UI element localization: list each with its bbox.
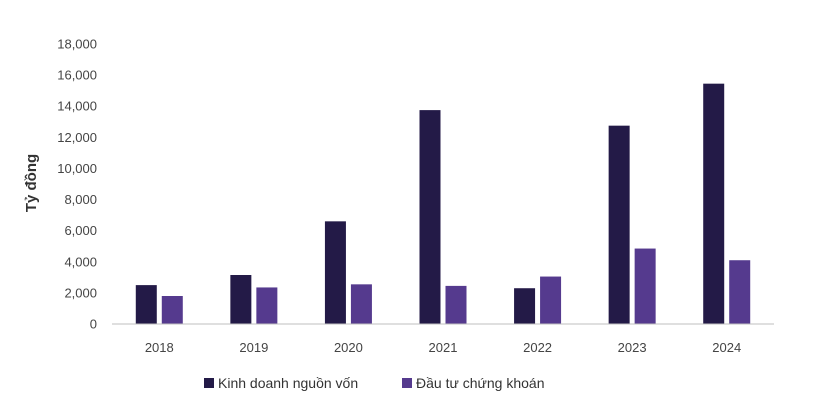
legend-swatch-kinh-doanh-nguon-von	[204, 378, 214, 388]
y-tick-label: 16,000	[57, 68, 97, 83]
y-tick-label: 0	[90, 317, 97, 332]
bar-kinh-doanh-nguon-von-2024	[703, 83, 725, 325]
x-tick-label: 2022	[523, 340, 552, 355]
bar-dau-tu-chung-khoan-2018	[161, 296, 183, 324]
bar-kinh-doanh-nguon-von-2020	[324, 221, 346, 324]
bar-dau-tu-chung-khoan-2019	[256, 287, 278, 324]
y-axis-tick-labels: 0 2,000 4,000 6,000 8,000 10,000 12,000 14,000 1…	[57, 37, 97, 332]
y-tick-label: 12,000	[57, 130, 97, 145]
y-tick-label: 14,000	[57, 99, 97, 114]
x-tick-label: 2018	[145, 340, 174, 355]
y-tick-label: 8,000	[64, 192, 97, 207]
bar-kinh-doanh-nguon-von-2023	[608, 125, 630, 325]
bar-kinh-doanh-nguon-von-2018	[135, 285, 157, 324]
bar-dau-tu-chung-khoan-2024	[729, 260, 751, 324]
y-tick-label: 18,000	[57, 37, 97, 52]
bar-dau-tu-chung-khoan-2023	[634, 248, 656, 324]
y-axis-title: Tỷ đồng	[23, 154, 40, 212]
x-tick-label: 2020	[334, 340, 363, 355]
legend-label-kinh-doanh-nguon-von: Kinh doanh nguồn vốn	[218, 375, 358, 391]
x-tick-label: 2021	[429, 340, 458, 355]
bars	[135, 83, 751, 325]
legend-label-dau-tu-chung-khoan: Đầu tư chứng khoán	[416, 375, 545, 391]
bar-kinh-doanh-nguon-von-2021	[419, 110, 441, 324]
x-tick-label: 2023	[618, 340, 647, 355]
bar-dau-tu-chung-khoan-2022	[540, 276, 562, 324]
y-tick-label: 10,000	[57, 161, 97, 176]
x-tick-label: 2024	[712, 340, 741, 355]
y-tick-label: 4,000	[64, 254, 97, 269]
bar-kinh-doanh-nguon-von-2022	[514, 288, 536, 324]
y-tick-label: 2,000	[64, 285, 97, 300]
x-tick-label: 2019	[239, 340, 268, 355]
bar-kinh-doanh-nguon-von-2019	[230, 275, 252, 324]
legend-swatch-dau-tu-chung-khoan	[402, 378, 412, 388]
legend: Kinh doanh nguồn vốn Đầu tư chứng khoán	[204, 375, 545, 391]
bar-dau-tu-chung-khoan-2020	[350, 284, 372, 324]
x-axis-tick-labels: 2018 2019 2020 2021 2022 2023 2024	[145, 340, 741, 355]
bar-dau-tu-chung-khoan-2021	[445, 285, 467, 324]
y-tick-label: 6,000	[64, 223, 97, 238]
